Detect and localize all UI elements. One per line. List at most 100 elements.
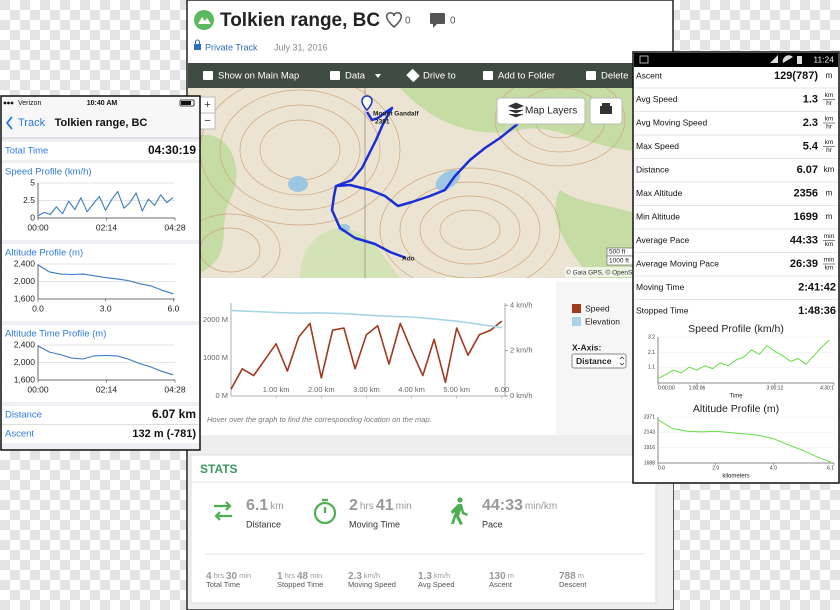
row-label: Min Altitude (636, 211, 680, 221)
y-tick-label: 0 M (215, 391, 228, 400)
row-label: Average Moving Pace (636, 258, 719, 268)
carrier: Verizon (18, 100, 41, 107)
x-tick-label: 0:00:00 (658, 385, 675, 391)
battery (179, 99, 195, 107)
map-lake (435, 169, 461, 191)
chart-title: Speed Profile (km/h) (5, 167, 92, 178)
stat-unit: m (578, 571, 584, 580)
map-lake (288, 176, 308, 192)
x-tick-label: 6.0 (168, 303, 180, 313)
chart-title: Altitude Time Profile (m) (5, 329, 106, 340)
x-tick-label: 1.00 km (263, 385, 290, 394)
android-frame (632, 51, 840, 484)
x-tick-label: 02:14 (96, 384, 118, 394)
x-tick-label: 6.00 (495, 385, 510, 394)
comment-icon-tail (433, 24, 437, 28)
unit-denominator: hr (826, 147, 833, 154)
row-label: Max Altitude (636, 188, 683, 198)
toolbar-icon-folder (483, 71, 493, 80)
x-tick-label: 4.00 km (398, 385, 425, 394)
ios-header (2, 97, 199, 138)
back-button[interactable]: Track (18, 117, 46, 129)
y-tick-label: 2,000 (14, 276, 36, 286)
android-clock: 11:24 (813, 54, 834, 64)
toolbar-button[interactable]: Add to Folder (498, 71, 555, 82)
x-tick-label: 1:00:06 (689, 385, 706, 391)
y-tick-label: 1688 (644, 460, 655, 466)
signal-dots (3, 101, 14, 105)
row-label: Avg Speed (636, 94, 678, 104)
stats-heading: STATS (200, 462, 238, 476)
row-bg (2, 244, 199, 321)
legend-swatch (572, 304, 581, 313)
y-tick-label: 1,600 (14, 293, 36, 303)
stat-number: 48 (297, 571, 309, 582)
data-line (37, 190, 174, 217)
stat-value: 1 hrs 48 min (277, 571, 322, 582)
y2-tick-label: 0 km/h (510, 391, 533, 400)
pace-icon (451, 497, 468, 525)
map-layers-label: Map Layers (525, 106, 577, 117)
y2-tick-label: 4 km/h (510, 300, 533, 309)
zoom-out[interactable]: − (204, 115, 210, 127)
ios-clock: 10:40 AM (87, 100, 118, 107)
stat-number: 1 (277, 571, 283, 582)
toolbar-button[interactable]: Drive to (423, 71, 456, 82)
back-chevron[interactable] (5, 116, 13, 130)
toolbar-button[interactable]: Show on Main Map (218, 71, 299, 82)
stat-number: 788 (559, 571, 576, 582)
toolbar-items: Show on Main Map Data Drive to Add to Folde… (203, 68, 628, 83)
android-charts: 1.1 2.1 3.2 0:00:00 1:00:06 3:00:12 4:30:1 1688… (644, 334, 835, 471)
distance: 6.07 km (152, 407, 196, 421)
unit-numerator: km (825, 139, 834, 146)
x-tick-label: 0.0 (658, 465, 665, 471)
toolbar-button[interactable]: Delete (601, 71, 628, 82)
stat-unit: m (508, 571, 514, 580)
stat-label: Moving Time (349, 519, 400, 529)
comment-icon[interactable] (430, 13, 445, 24)
toolbar-button[interactable]: Data (345, 71, 366, 82)
toolbar-icon-diamond (406, 68, 420, 83)
data-line (37, 264, 174, 295)
x-tick-label: 04:28 (164, 222, 186, 232)
route (330, 106, 526, 260)
stat-number: 130 (489, 571, 506, 582)
x-axis-select[interactable] (571, 353, 627, 369)
stat-value: 2 hrs 41 min (349, 497, 412, 514)
row-value: 1.3 (803, 93, 818, 105)
ios-charts: 0 2.5 5 00:00 02:14 04:28 1,600 2,000 2,400 0.0 3.… (14, 177, 186, 394)
scale-label: 1000 ft (609, 258, 629, 265)
unit: m (826, 212, 833, 221)
stat-unit: min (396, 501, 412, 512)
unit-denominator: km (825, 241, 834, 248)
stat-label: Stopped Time (277, 580, 323, 589)
row-bg (2, 142, 199, 160)
data-line (657, 339, 830, 380)
status-icons (770, 55, 793, 63)
stat-unit: min (239, 571, 251, 580)
elevation-speed-chart: 0 M 1000 M 2000 M 0 km/h 2 km/h 4 km/h 1.00 km… (203, 300, 533, 400)
row-label: Average Pace (636, 235, 690, 245)
like-icon[interactable] (385, 12, 403, 28)
row-label: Distance (5, 410, 42, 421)
stat-label: Pace (482, 519, 503, 529)
stat-value: 2.3 km/h (348, 571, 380, 582)
y-tick-label: 2,400 (14, 258, 36, 268)
y-tick-label: 5 (30, 177, 35, 187)
unit-numerator: min (824, 233, 835, 240)
y-tick-label: 1916 (644, 445, 655, 451)
data-line (37, 345, 174, 376)
row-value: 5.4 (803, 140, 819, 152)
stat-number: 6.1 (246, 497, 268, 514)
chart-legend: Speed Elevation (572, 303, 620, 326)
y-tick-label: 3.2 (648, 334, 655, 340)
stat-unit: km (270, 501, 283, 512)
privacy[interactable]: Private Track (205, 42, 258, 52)
stat-unit: min/km (525, 501, 557, 512)
stat-unit: hrs (360, 501, 374, 512)
legend-label: Elevation (585, 316, 620, 326)
distance-icon (214, 501, 232, 521)
row-label: Distance (636, 164, 669, 174)
zoom-in[interactable]: + (204, 99, 210, 111)
